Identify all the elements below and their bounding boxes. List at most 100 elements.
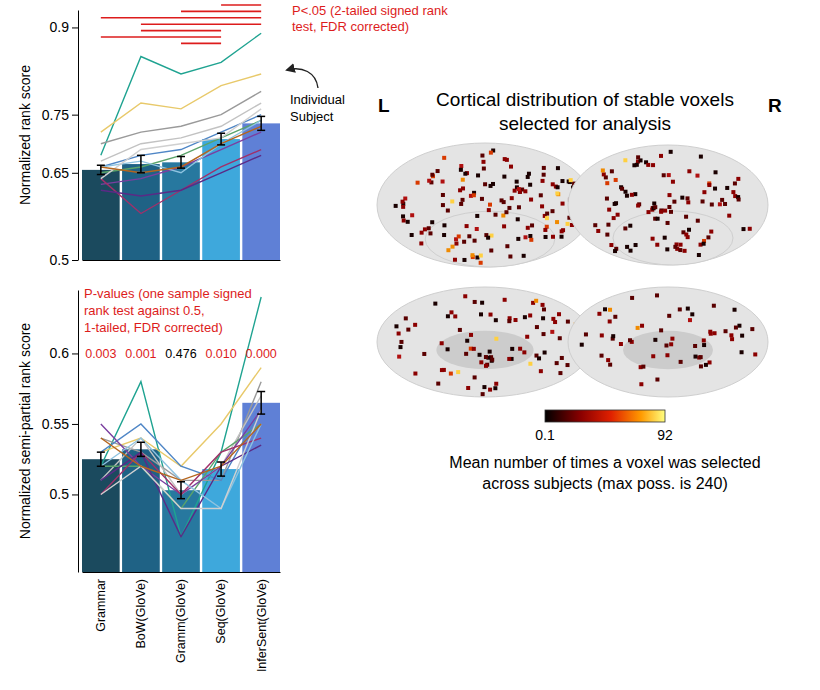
- voxel: [656, 217, 660, 221]
- voxel: [505, 244, 509, 248]
- voxel: [528, 234, 532, 238]
- p-value: 0.001: [125, 347, 156, 361]
- voxel: [413, 372, 417, 376]
- y-tick: 0.75: [42, 107, 78, 123]
- voxel: [394, 204, 398, 208]
- voxel: [655, 378, 659, 382]
- voxel: [413, 323, 417, 327]
- error-bar-stem: [100, 452, 102, 466]
- error-bar-cap: [177, 481, 185, 483]
- voxel: [630, 296, 634, 300]
- y-tick: 0.65: [42, 165, 78, 181]
- voxel: [487, 208, 491, 212]
- voxel: [446, 209, 450, 213]
- voxel: [569, 178, 573, 182]
- voxel: [723, 202, 727, 206]
- voxel: [406, 220, 410, 224]
- voxel: [517, 205, 521, 209]
- voxel: [659, 328, 663, 332]
- voxel: [613, 315, 617, 319]
- voxel: [459, 168, 463, 172]
- voxel: [727, 214, 731, 218]
- voxel: [724, 329, 728, 333]
- y-tick-mark: [72, 173, 78, 174]
- brain-outline: [568, 287, 768, 397]
- subject-line: [101, 410, 261, 495]
- brain-title: Cortical distribution of stable voxels: [436, 89, 734, 110]
- voxel: [560, 235, 564, 239]
- voxel: [537, 356, 541, 360]
- voxel: [666, 221, 670, 225]
- voxel: [522, 350, 526, 354]
- error-bar-cap: [217, 475, 225, 477]
- voxel: [619, 342, 623, 346]
- voxel: [699, 355, 703, 359]
- brain-panel: Cortical distribution of stable voxelsse…: [377, 89, 782, 492]
- voxel: [669, 150, 673, 154]
- subject-line: [101, 382, 261, 481]
- subject-line: [101, 424, 261, 509]
- y-axis-line: [78, 11, 79, 261]
- voxel: [530, 223, 534, 227]
- voxel: [566, 363, 570, 367]
- voxel: [449, 372, 453, 376]
- voxel: [707, 183, 711, 187]
- voxel: [686, 200, 690, 204]
- voxel: [566, 222, 570, 226]
- voxel: [515, 180, 519, 184]
- subject-arrow: [287, 69, 318, 88]
- voxel: [671, 180, 675, 184]
- subject-line: [101, 424, 261, 509]
- y-tick-mark: [72, 353, 78, 354]
- voxel: [544, 235, 548, 239]
- voxel: [625, 245, 629, 249]
- voxel: [475, 227, 479, 231]
- voxel: [684, 215, 688, 219]
- voxel: [526, 175, 530, 179]
- voxel: [505, 158, 509, 162]
- voxel: [446, 347, 450, 351]
- voxel: [696, 219, 700, 223]
- voxel: [542, 332, 546, 336]
- voxel: [459, 164, 463, 168]
- voxel: [484, 355, 488, 359]
- voxel: [667, 205, 671, 209]
- voxel: [523, 315, 527, 319]
- y-tick: 0.6: [50, 345, 78, 361]
- y-tick-label: 0.65: [42, 165, 69, 181]
- subject-line: [101, 103, 261, 161]
- voxel: [710, 203, 714, 207]
- voxel: [748, 227, 752, 231]
- voxel: [561, 202, 565, 206]
- bar: [122, 449, 160, 572]
- voxel: [740, 350, 744, 354]
- voxel: [614, 201, 618, 205]
- significance-line: [181, 11, 261, 13]
- voxel: [469, 333, 473, 337]
- voxel: [510, 347, 514, 351]
- voxel: [397, 355, 401, 359]
- voxel: [523, 189, 527, 193]
- x-tick-label: BoW(GloVe): [134, 579, 148, 648]
- voxel: [488, 203, 492, 207]
- voxel: [620, 187, 624, 191]
- bar: [242, 123, 280, 260]
- voxel: [641, 365, 645, 369]
- voxel: [665, 247, 669, 251]
- plot-area: [82, 33, 280, 260]
- voxel: [720, 198, 724, 202]
- voxel: [436, 382, 440, 386]
- subject-line: [101, 132, 261, 184]
- x-tick-label: InferSent(GloVe): [255, 579, 269, 672]
- error-bar-cap: [257, 130, 265, 132]
- voxel: [693, 344, 697, 348]
- voxel: [555, 361, 559, 365]
- voxel: [483, 182, 487, 186]
- voxel: [555, 191, 559, 195]
- voxel: [733, 181, 737, 185]
- bar: [82, 170, 120, 260]
- voxel: [508, 254, 512, 258]
- voxel: [740, 334, 744, 338]
- y-tick-mark: [72, 494, 78, 495]
- error-bar: [137, 155, 145, 172]
